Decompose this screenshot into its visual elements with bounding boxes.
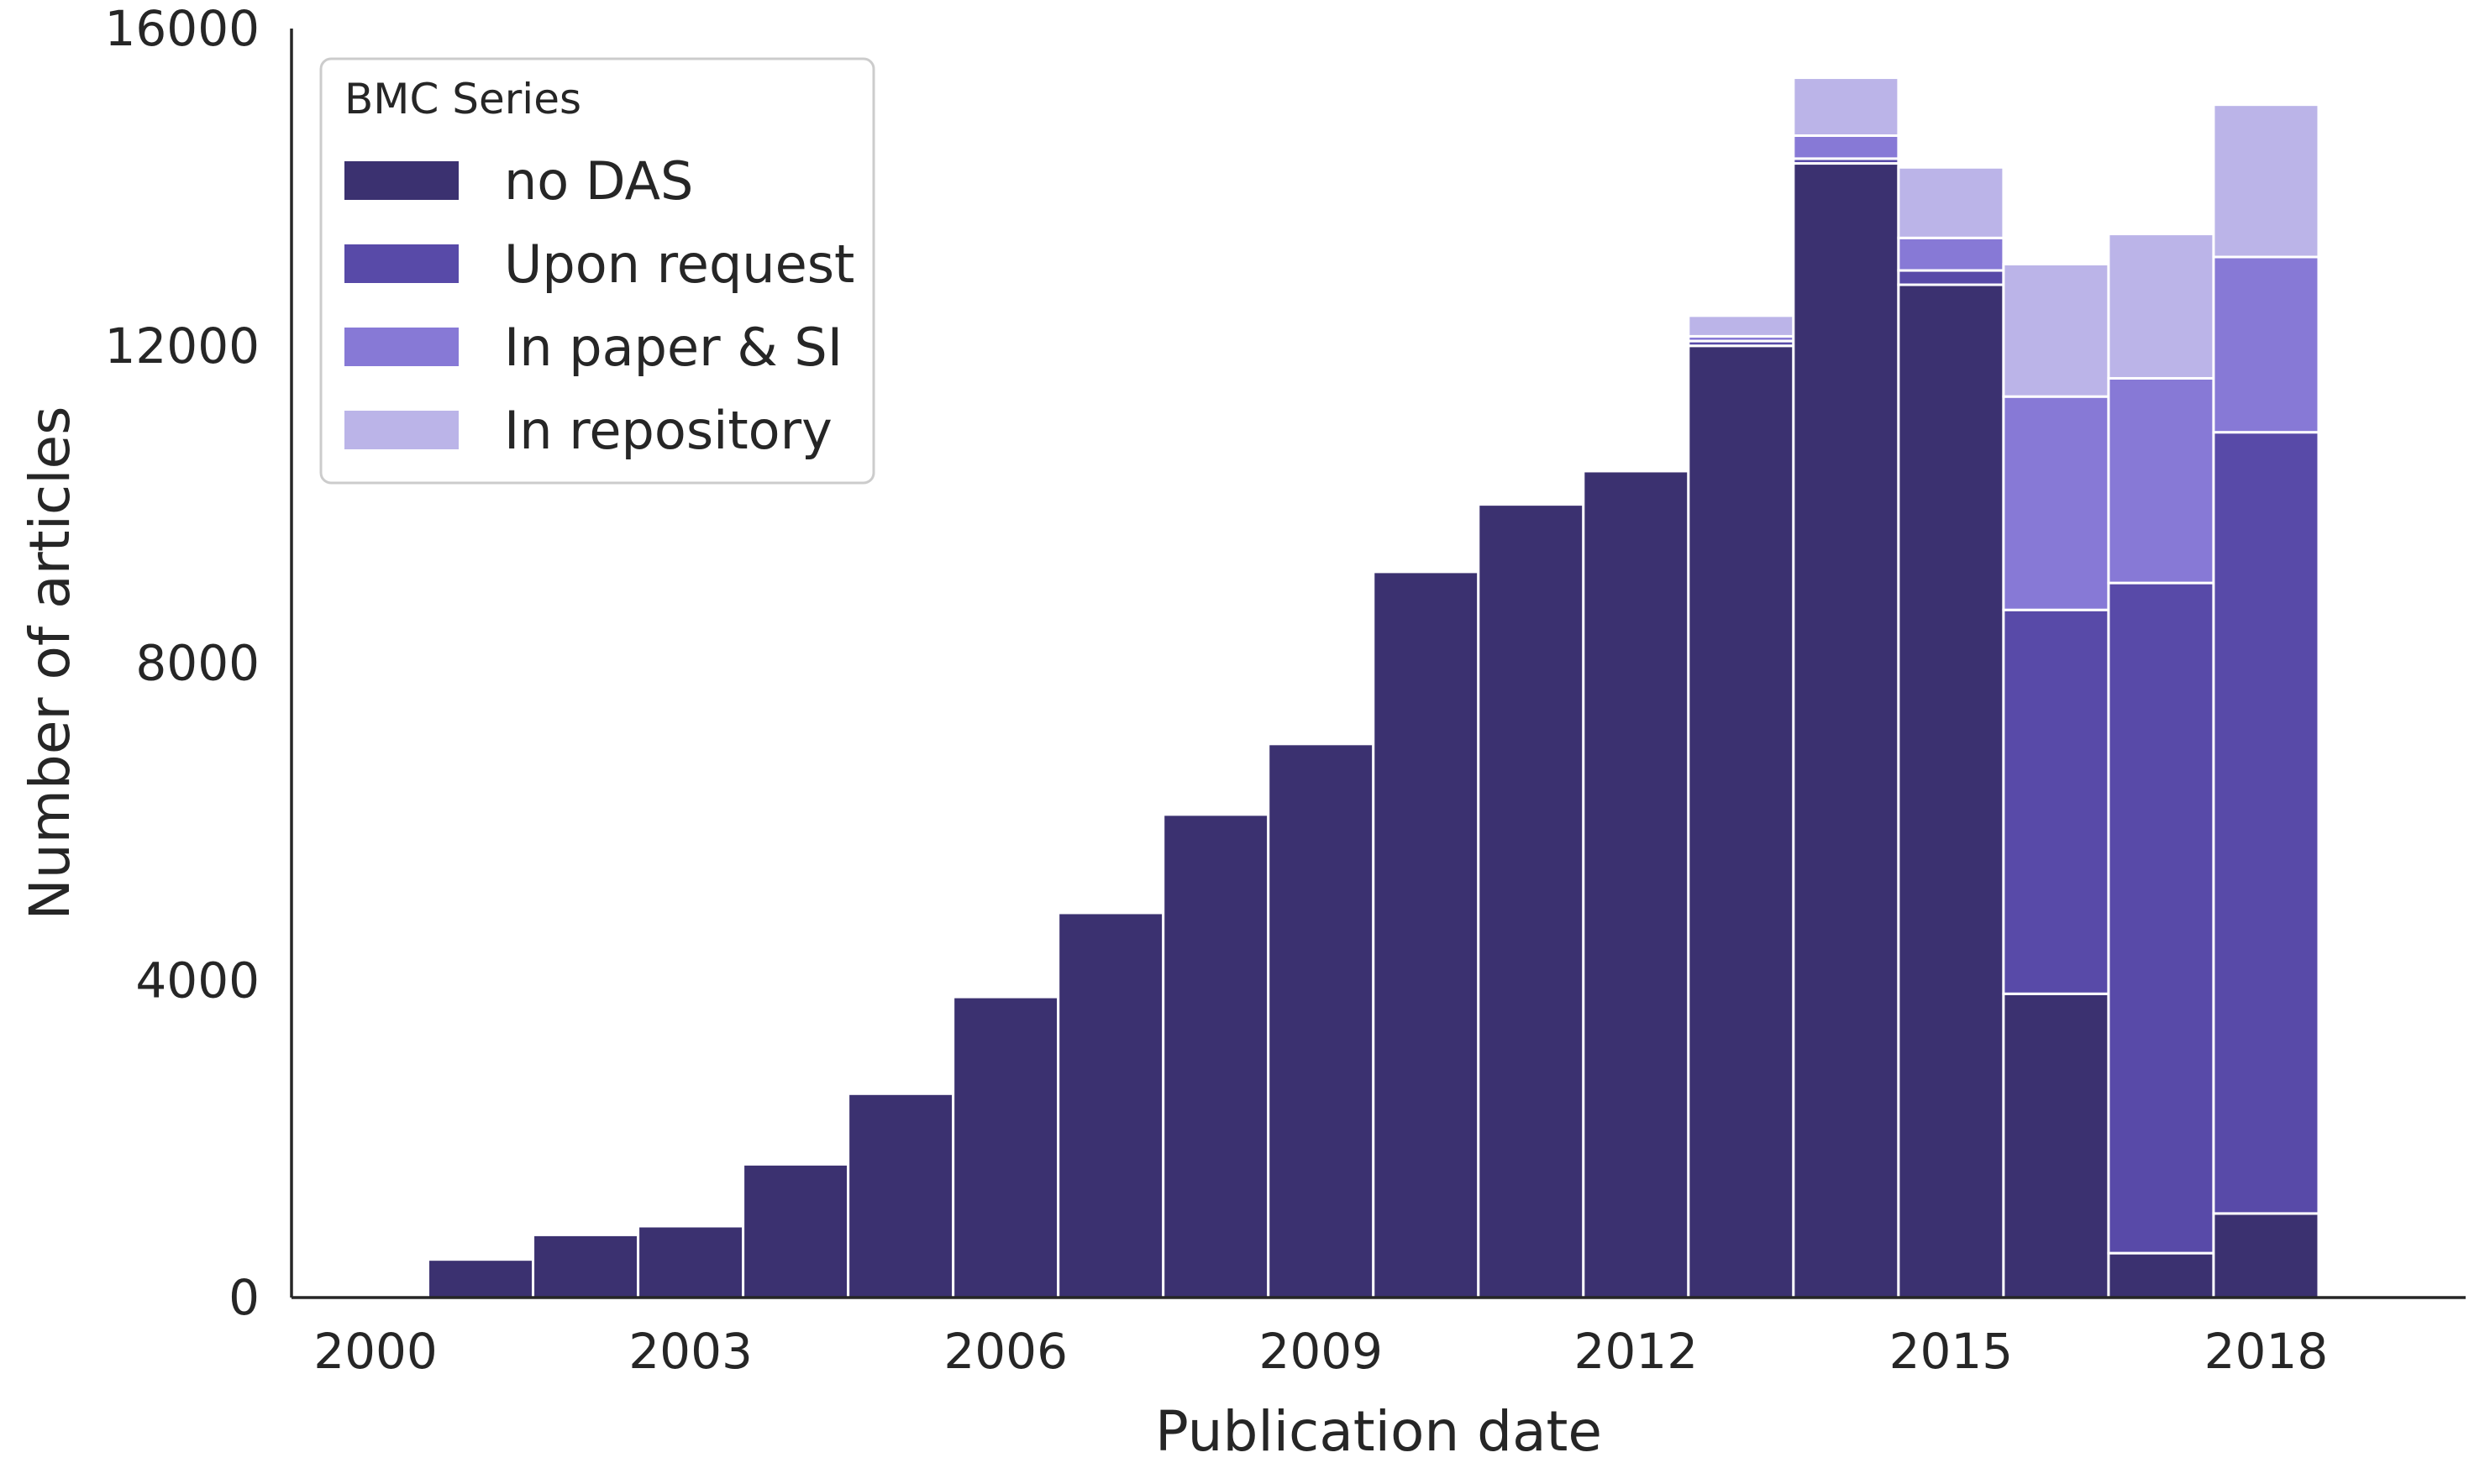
y-tick-label: 12000 — [104, 317, 260, 375]
bar-segment-2014-3 — [1792, 76, 1900, 137]
y-tick-label: 16000 — [104, 0, 260, 57]
bar-segment-2002-0 — [532, 1233, 640, 1299]
bar-segment-2012-0 — [1582, 469, 1690, 1299]
bar-segment-2001-0 — [427, 1258, 535, 1299]
y-tick-label: 0 — [229, 1269, 260, 1326]
bar-segment-2016-1 — [2002, 608, 2110, 995]
bar-segment-2010-0 — [1372, 570, 1480, 1299]
legend-title: BMC Series — [344, 75, 581, 123]
bar-segment-2018-3 — [2212, 103, 2320, 259]
legend: BMC Series no DAS Upon request In paper & S… — [319, 57, 875, 485]
bar-segment-2017-0 — [2107, 1251, 2215, 1299]
y-axis-label: Number of articles — [18, 406, 82, 920]
legend-swatch-0 — [344, 161, 459, 200]
bar-segment-2003-0 — [637, 1224, 745, 1299]
legend-label-1: Upon request — [504, 233, 854, 295]
bar-segment-2009-0 — [1267, 742, 1375, 1299]
x-tick-label: 2012 — [1574, 1323, 1699, 1380]
y-tick-label: 8000 — [135, 635, 260, 692]
bar-segment-2018-2 — [2212, 255, 2320, 434]
bar-segment-2017-1 — [2107, 581, 2215, 1255]
bar-segment-2016-2 — [2002, 395, 2110, 611]
legend-swatch-3 — [344, 411, 459, 449]
bar-segment-2015-0 — [1897, 283, 2005, 1299]
bar-segment-2013-0 — [1687, 344, 1795, 1299]
bar-segment-2008-0 — [1162, 813, 1270, 1299]
bar-segment-2014-0 — [1792, 162, 1900, 1299]
legend-label-2: In paper & SI — [504, 317, 843, 378]
bars-layer — [427, 76, 2320, 1299]
legend-label-0: no DAS — [504, 150, 693, 212]
y-tick-label: 4000 — [135, 952, 260, 1009]
legend-swatch-1 — [344, 244, 459, 283]
x-tick-label: 2000 — [313, 1323, 438, 1380]
legend-frame — [319, 57, 875, 485]
legend-label-3: In repository — [504, 400, 833, 461]
bar-segment-2015-3 — [1897, 165, 2005, 239]
bar-segment-2013-3 — [1687, 314, 1795, 338]
axes-layer: 0 4000 8000 12000 16000 2000 2003 2006 2009 2012 2… — [18, 0, 2466, 1464]
bar-segment-2014-2 — [1792, 134, 1900, 160]
x-axis-label: Publication date — [1155, 1399, 1602, 1464]
x-tick-label: 2009 — [1258, 1323, 1383, 1380]
bar-segment-2011-0 — [1477, 503, 1585, 1299]
bar-segment-2017-2 — [2107, 376, 2215, 585]
bar-segment-2018-1 — [2212, 431, 2320, 1215]
bar-segment-2015-1 — [1897, 269, 2005, 286]
bar-segment-2018-0 — [2212, 1212, 2320, 1299]
legend-swatch-2 — [344, 328, 459, 366]
bar-segment-2016-3 — [2002, 262, 2110, 398]
bar-segment-2004-0 — [742, 1162, 850, 1299]
bar-segment-2015-2 — [1897, 236, 2005, 272]
bar-segment-2005-0 — [847, 1092, 955, 1299]
bar-segment-2017-3 — [2107, 233, 2215, 380]
x-tick-label: 2006 — [943, 1323, 1068, 1380]
bar-segment-2007-0 — [1057, 911, 1165, 1299]
bar-segment-2006-0 — [952, 995, 1060, 1299]
x-tick-label: 2003 — [628, 1323, 753, 1380]
x-tick-label: 2018 — [2204, 1323, 2329, 1380]
bar-segment-2016-0 — [2002, 992, 2110, 1299]
x-tick-label: 2015 — [1889, 1323, 2014, 1380]
